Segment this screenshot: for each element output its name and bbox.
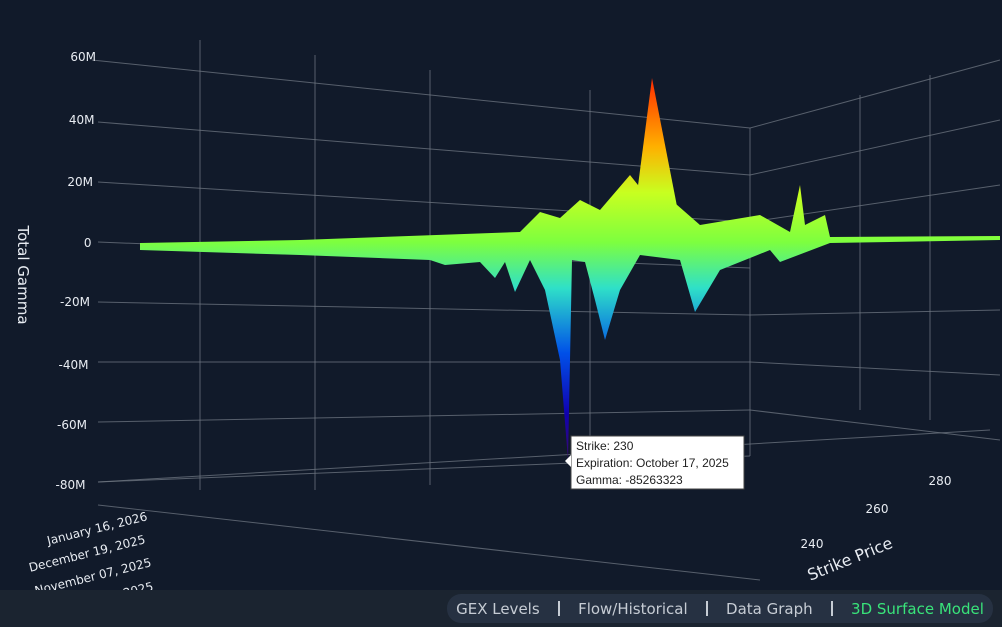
nav-tab[interactable]: GEX Levels bbox=[456, 599, 540, 618]
grid bbox=[91, 40, 1001, 581]
surface-plot: Strike: 230 Expiration: October 17, 2025 G… bbox=[0, 0, 1002, 590]
tooltip-line: Strike: 230 bbox=[576, 439, 634, 453]
z-tick-label: -80M bbox=[56, 478, 86, 492]
z-tick-label: -20M bbox=[60, 295, 90, 309]
bottom-bar: GEX Levels Flow/Historical Data Graph 3D Su… bbox=[0, 590, 1002, 627]
tab-separator bbox=[705, 601, 708, 616]
gamma-surface bbox=[140, 175, 1000, 460]
tooltip-pointer bbox=[565, 455, 571, 467]
gamma-peak bbox=[632, 78, 682, 232]
strike-tick-label: 260 bbox=[866, 502, 889, 516]
tooltip: Strike: 230 Expiration: October 17, 2025 G… bbox=[565, 435, 745, 490]
nav-tab[interactable]: Data Graph bbox=[726, 599, 813, 618]
tooltip-box bbox=[570, 435, 745, 490]
z-tick-label: 20M bbox=[67, 175, 93, 189]
z-tick-label: 0 bbox=[84, 236, 92, 250]
z-axis-title: Total Gamma bbox=[14, 224, 32, 324]
z-tick-label: -60M bbox=[57, 418, 87, 432]
z-tick-label: -40M bbox=[59, 358, 89, 372]
z-tick-label: 40M bbox=[69, 113, 95, 127]
tooltip-line: Expiration: October 17, 2025 bbox=[576, 456, 729, 470]
tooltip-line: Gamma: -85263323 bbox=[576, 473, 683, 487]
strike-tick-label: 240 bbox=[801, 537, 824, 551]
tab-bar: GEX Levels Flow/Historical Data Graph 3D Su… bbox=[447, 594, 993, 623]
plot-background bbox=[0, 0, 1002, 590]
tab-separator bbox=[557, 601, 560, 616]
z-tick-label: 60M bbox=[70, 50, 96, 64]
nav-tab[interactable]: 3D Surface Model bbox=[851, 599, 984, 618]
strike-tick-label: 280 bbox=[929, 474, 952, 488]
nav-tab[interactable]: Flow/Historical bbox=[578, 599, 688, 618]
tab-separator bbox=[830, 601, 833, 616]
